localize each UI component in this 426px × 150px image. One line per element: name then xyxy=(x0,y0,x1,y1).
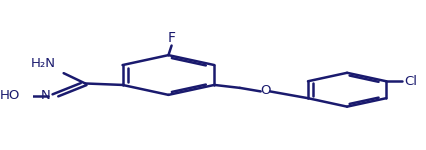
Text: Cl: Cl xyxy=(403,75,416,88)
Text: N: N xyxy=(41,89,51,102)
Text: H₂N: H₂N xyxy=(31,57,56,70)
Text: HO: HO xyxy=(0,90,20,102)
Text: F: F xyxy=(167,30,175,45)
Text: O: O xyxy=(259,84,270,97)
